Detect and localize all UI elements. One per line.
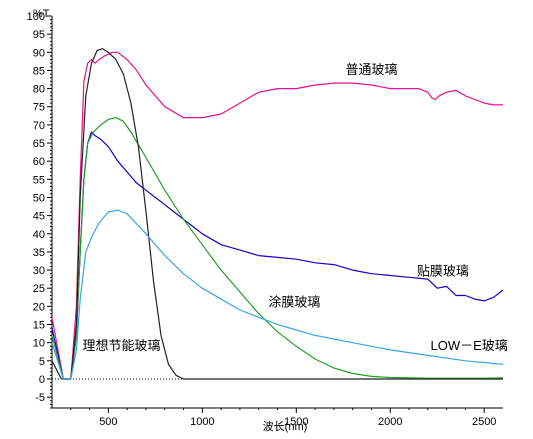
y-tick-label: 55 [33,174,45,186]
y-tick-label: 75 [33,102,45,114]
series-line [51,209,504,380]
series-label: 普通玻璃 [345,62,397,77]
x-tick-label: 500 [99,416,117,428]
series-line [51,117,504,380]
y-tick-label: 25 [33,283,45,295]
y-tick-label: 0 [39,374,45,386]
y-axis-unit-label: %T [33,8,50,20]
y-tick-label: 80 [33,84,45,96]
series-line [51,131,504,380]
series-line [51,51,503,380]
y-tick-label: 60 [33,156,45,168]
y-tick-label: 70 [33,120,45,132]
y-tick-label: 95 [33,29,45,41]
x-tick-label: 1500 [284,416,308,428]
series-lines [51,48,504,380]
series-label: LOW－E玻璃 [431,338,508,353]
x-tick-label: 2000 [378,416,402,428]
y-tick-label: 5 [39,356,45,368]
x-axis-label: 波长(nm) [263,420,308,433]
y-tick-label: 100 [27,11,45,23]
y-tick-label: 45 [33,211,45,223]
series-line [51,48,503,380]
y-tick-label: 85 [33,65,45,77]
y-tick-label: 10 [33,338,45,350]
series-label: 理想节能玻璃 [83,338,161,353]
axes: -5 0 5 10 15 20 25 30 35 40 45 50 55 60 65 70 75 80 85 90 95… [27,11,503,428]
y-tick-label: 30 [33,265,45,277]
y-tick-label: 65 [33,138,45,150]
y-tick-label: 50 [33,192,45,204]
series-label: 涂膜玻璃 [268,294,320,309]
y-tick-label: 35 [33,247,45,259]
y-tick-label: 40 [33,229,45,241]
x-tick-label: 1000 [190,416,214,428]
y-tick-label: -5 [35,392,45,404]
y-tick-label: 15 [33,320,45,332]
series-label: 贴膜玻璃 [417,264,469,279]
y-tick-label: 20 [33,301,45,313]
y-tick-label: 90 [33,47,45,59]
x-tick-label: 2500 [472,416,496,428]
